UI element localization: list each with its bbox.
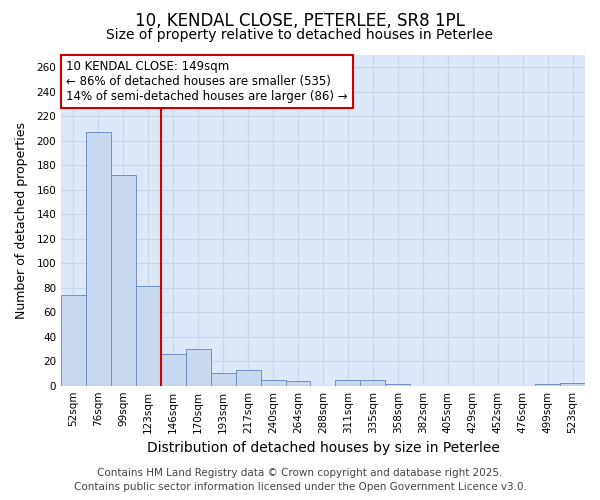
Bar [385, 384, 410, 386]
Bar [111, 175, 136, 386]
Bar [361, 380, 385, 386]
Bar [560, 383, 585, 386]
Bar [61, 295, 86, 386]
Text: Contains HM Land Registry data © Crown copyright and database right 2025.
Contai: Contains HM Land Registry data © Crown c… [74, 468, 526, 492]
X-axis label: Distribution of detached houses by size in Peterlee: Distribution of detached houses by size … [146, 441, 499, 455]
Bar [161, 354, 186, 386]
Y-axis label: Number of detached properties: Number of detached properties [15, 122, 28, 319]
Bar [286, 381, 310, 386]
Bar [86, 132, 111, 386]
Bar [260, 380, 286, 386]
Bar [186, 349, 211, 386]
Bar [136, 286, 161, 386]
Bar [535, 384, 560, 386]
Text: 10 KENDAL CLOSE: 149sqm
← 86% of detached houses are smaller (535)
14% of semi-d: 10 KENDAL CLOSE: 149sqm ← 86% of detache… [66, 60, 348, 103]
Bar [335, 380, 361, 386]
Text: Size of property relative to detached houses in Peterlee: Size of property relative to detached ho… [107, 28, 493, 42]
Bar [211, 374, 236, 386]
Bar [236, 370, 260, 386]
Text: 10, KENDAL CLOSE, PETERLEE, SR8 1PL: 10, KENDAL CLOSE, PETERLEE, SR8 1PL [135, 12, 465, 30]
